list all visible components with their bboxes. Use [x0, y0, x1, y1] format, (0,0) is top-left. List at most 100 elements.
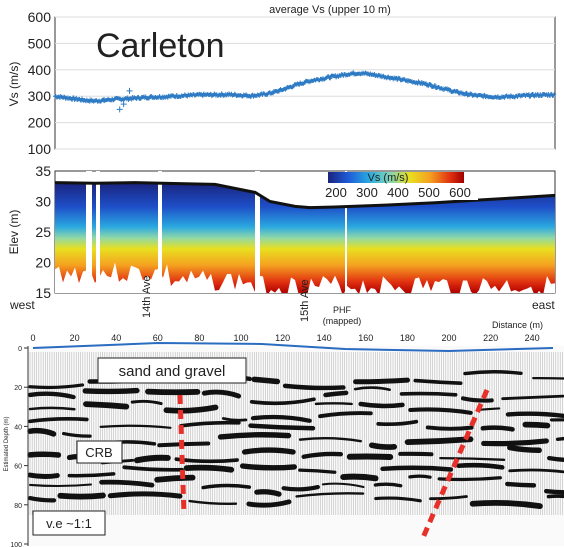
seismic-reflector — [148, 392, 198, 393]
distance-tick: 40 — [111, 333, 121, 343]
distance-tick: 60 — [153, 333, 163, 343]
seismic-reflector — [30, 498, 54, 500]
top-y-tick: 300 — [28, 88, 52, 104]
seismic-reflector — [533, 378, 564, 379]
top-y-tick: 100 — [28, 141, 52, 157]
site-label: Carleton — [96, 27, 225, 65]
depth-ticks: 0 20 40 60 80 100 — [10, 346, 28, 547]
phf-label: PHF — [333, 305, 352, 315]
distance-tick: 20 — [70, 333, 80, 343]
seismic-reflector — [187, 468, 232, 470]
seismic-reflector — [86, 404, 126, 406]
depth-axis-label: Estimated Depth (m) — [4, 416, 10, 471]
seismic-reflector — [284, 487, 318, 489]
seismic-reflector — [383, 468, 451, 470]
seismic-reflector — [157, 478, 192, 480]
seismic-reflector — [30, 408, 74, 409]
seismic-reflector — [254, 379, 277, 381]
seismic-reflector — [484, 441, 547, 444]
middle-y-ticks: 35 30 25 20 15 — [35, 163, 51, 301]
seismic-reflector — [410, 476, 430, 477]
depth-tick: 60 — [14, 464, 22, 471]
seismic-reflector — [245, 450, 293, 452]
middle-y-axis-label: Elev (m) — [7, 210, 21, 255]
seismic-reflector — [243, 466, 295, 468]
middle-y-tick: 15 — [35, 285, 51, 301]
data-gap — [96, 171, 100, 291]
seismic-reflector — [166, 407, 215, 410]
top-y-tick: 600 — [28, 9, 52, 25]
top-panel: 600500400300200100 average Vs (upper 10 … — [7, 4, 556, 157]
distance-tick: 120 — [275, 333, 290, 343]
seismic-reflector — [285, 386, 343, 388]
seismic-reflector — [552, 419, 564, 420]
middle-y-tick: 20 — [35, 255, 51, 271]
seismic-reflector — [463, 398, 492, 400]
distance-tick: 220 — [483, 333, 498, 343]
seismic-reflector — [549, 458, 564, 460]
seismic-reflector — [361, 404, 403, 406]
seismic-reflector — [510, 448, 539, 451]
depth-tick: 100 — [10, 542, 22, 547]
phf-mapped-label: (mapped) — [323, 316, 362, 326]
colorbar-tick: 200 — [325, 185, 347, 200]
distance-tick: 0 — [30, 333, 35, 343]
seismic-reflector — [402, 394, 456, 395]
data-gap — [255, 171, 260, 293]
depth-tick: 0 — [18, 346, 22, 353]
seismic-reflector — [356, 380, 408, 382]
depth-tick: 80 — [14, 503, 22, 510]
sand-gravel-label: sand and gravel — [119, 363, 226, 380]
middle-y-tick: 30 — [35, 194, 51, 210]
middle-y-tick: 25 — [35, 224, 51, 240]
top-y-tick: 400 — [28, 62, 52, 78]
seismic-reflector — [459, 465, 503, 467]
seismic-reflector — [30, 475, 57, 476]
middle-y-tick: 35 — [35, 163, 51, 179]
top-y-axis-label: Vs (m/s) — [7, 62, 21, 107]
colorbar-tick: 500 — [418, 185, 440, 200]
east-label: east — [532, 298, 555, 312]
seismic-reflector — [30, 431, 54, 434]
street-14th-label: 14th Ave — [141, 275, 153, 318]
distance-tick: 160 — [358, 333, 373, 343]
colorbar-tick: 600 — [449, 185, 471, 200]
seismic-reflector — [343, 477, 375, 479]
seismic-reflector — [176, 459, 237, 461]
seismic-reflector — [30, 454, 58, 455]
seismic-reflector — [326, 393, 347, 395]
seismic-reflector — [479, 408, 499, 409]
top-y-ticks: 600 500 400 300 200 100 — [28, 9, 52, 157]
distance-tick: 240 — [525, 333, 540, 343]
top-y-tick: 200 — [28, 115, 52, 131]
seismic-reflector — [221, 435, 289, 437]
seismic-reflector — [465, 372, 521, 374]
seismic-reflector — [372, 445, 394, 447]
colorbar-title: Vs (m/s) — [368, 172, 409, 184]
seismic-reflector — [428, 427, 472, 428]
colorbar-tick: 400 — [387, 185, 409, 200]
distance-ticks: 0 20 40 60 80 100 120 140 160 180 200 220 240 — [30, 333, 539, 343]
distance-tick: 180 — [400, 333, 415, 343]
seismic-reflector — [203, 486, 249, 488]
seismic-reflector — [507, 484, 534, 485]
seismic-reflector — [316, 403, 352, 404]
seismic-reflector — [525, 425, 547, 426]
depth-tick: 40 — [14, 424, 22, 431]
street-15th-label: 15th Ave — [299, 279, 311, 322]
seismic-reflector — [408, 439, 471, 442]
distance-tick: 200 — [441, 333, 456, 343]
distance-tick: 100 — [233, 333, 248, 343]
top-y-tick: 500 — [28, 35, 52, 51]
ve-label: v.e ~1:1 — [46, 516, 92, 531]
seismic-reflector — [137, 458, 168, 461]
distance-tick: 80 — [194, 333, 204, 343]
seismic-reflector — [110, 494, 180, 496]
crb-label: CRB — [85, 445, 112, 460]
seismic-reflector — [251, 426, 313, 429]
seismic-reflector — [257, 492, 279, 494]
distance-tick: 140 — [317, 333, 332, 343]
depth-tick: 20 — [14, 385, 22, 392]
west-label: west — [9, 298, 35, 312]
